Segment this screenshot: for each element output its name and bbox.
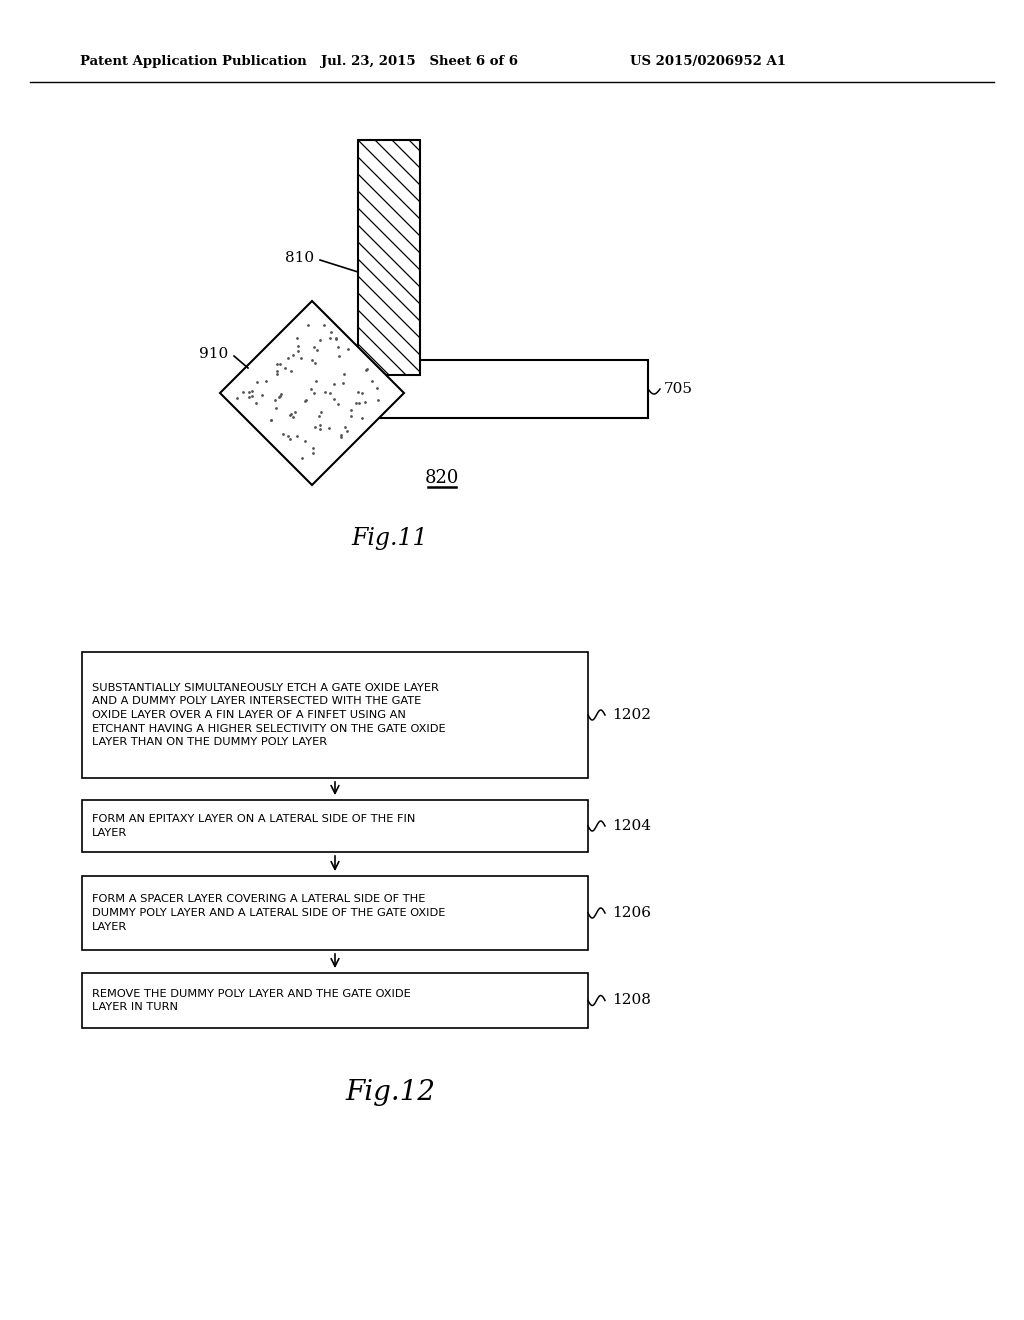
Text: 910: 910 [199, 347, 228, 360]
Bar [82, 800, 588, 851]
Text: US 2015/0206952 A1: US 2015/0206952 A1 [630, 55, 786, 69]
Bar [82, 973, 588, 1028]
Text: Jul. 23, 2015   Sheet 6 of 6: Jul. 23, 2015 Sheet 6 of 6 [322, 55, 518, 69]
Text: 1206: 1206 [612, 906, 651, 920]
Text: REMOVE THE DUMMY POLY LAYER AND THE GATE OXIDE
LAYER IN TURN: REMOVE THE DUMMY POLY LAYER AND THE GATE… [92, 989, 411, 1012]
Text: 810: 810 [285, 251, 314, 265]
Text: Fig.11: Fig.11 [352, 527, 428, 549]
Text: FORM AN EPITAXY LAYER ON A LATERAL SIDE OF THE FIN
LAYER: FORM AN EPITAXY LAYER ON A LATERAL SIDE … [92, 814, 416, 838]
Text: 1202: 1202 [612, 708, 651, 722]
Text: FORM A SPACER LAYER COVERING A LATERAL SIDE OF THE
DUMMY POLY LAYER AND A LATERA: FORM A SPACER LAYER COVERING A LATERAL S… [92, 895, 445, 932]
Text: 820: 820 [425, 469, 459, 487]
Bar [358, 360, 648, 418]
Text: 1208: 1208 [612, 994, 651, 1007]
Text: 705: 705 [664, 381, 693, 396]
Polygon shape [220, 301, 404, 484]
Bar [82, 876, 588, 950]
Text: SUBSTANTIALLY SIMULTANEOUSLY ETCH A GATE OXIDE LAYER
AND A DUMMY POLY LAYER INTE: SUBSTANTIALLY SIMULTANEOUSLY ETCH A GATE… [92, 682, 445, 747]
Text: 1204: 1204 [612, 818, 651, 833]
Bar [358, 140, 420, 375]
Text: Fig.12: Fig.12 [345, 1078, 435, 1106]
Bar [82, 652, 588, 777]
Text: Patent Application Publication: Patent Application Publication [80, 55, 307, 69]
